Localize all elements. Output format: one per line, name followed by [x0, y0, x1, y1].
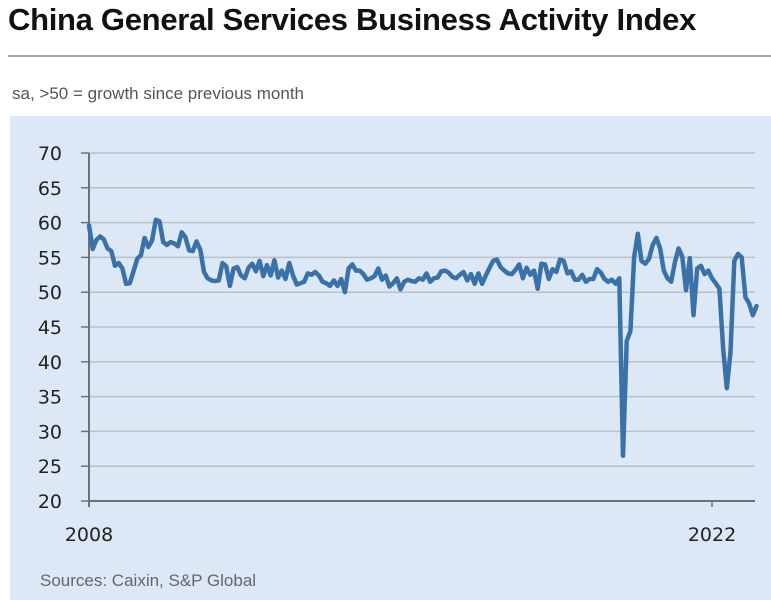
- y-tick-label: 40: [38, 352, 62, 374]
- x-tick-label: 2008: [65, 524, 113, 546]
- y-tick-label: 70: [38, 143, 62, 165]
- y-tick-label: 20: [38, 491, 62, 513]
- y-tick-label: 60: [38, 213, 62, 235]
- y-tick-label: 55: [38, 247, 62, 269]
- source-note: Sources: Caixin, S&P Global: [40, 571, 257, 590]
- chart-panel: [10, 116, 771, 600]
- x-tick-labels: 2008 2022: [65, 524, 736, 546]
- y-tick-label: 25: [38, 456, 62, 478]
- y-tick-label: 45: [38, 317, 62, 339]
- chart-title: China General Services Business Activity…: [8, 2, 697, 37]
- series-group: [86, 217, 759, 459]
- y-tick-label: 35: [38, 387, 62, 409]
- y-tick-label: 50: [38, 282, 62, 304]
- chart-subtitle: sa, >50 = growth since previous month: [12, 84, 304, 103]
- y-tick-label: 65: [38, 178, 62, 200]
- series-line-0: [86, 217, 759, 459]
- x-tick-label: 2022: [688, 524, 736, 546]
- title-divider: [8, 55, 771, 57]
- gridlines: [89, 152, 755, 467]
- y-tick-labels: 20 25 30 35 40 45 50 55 60 65 70: [38, 143, 62, 513]
- axes: [81, 152, 755, 507]
- y-tick-label: 30: [38, 421, 62, 443]
